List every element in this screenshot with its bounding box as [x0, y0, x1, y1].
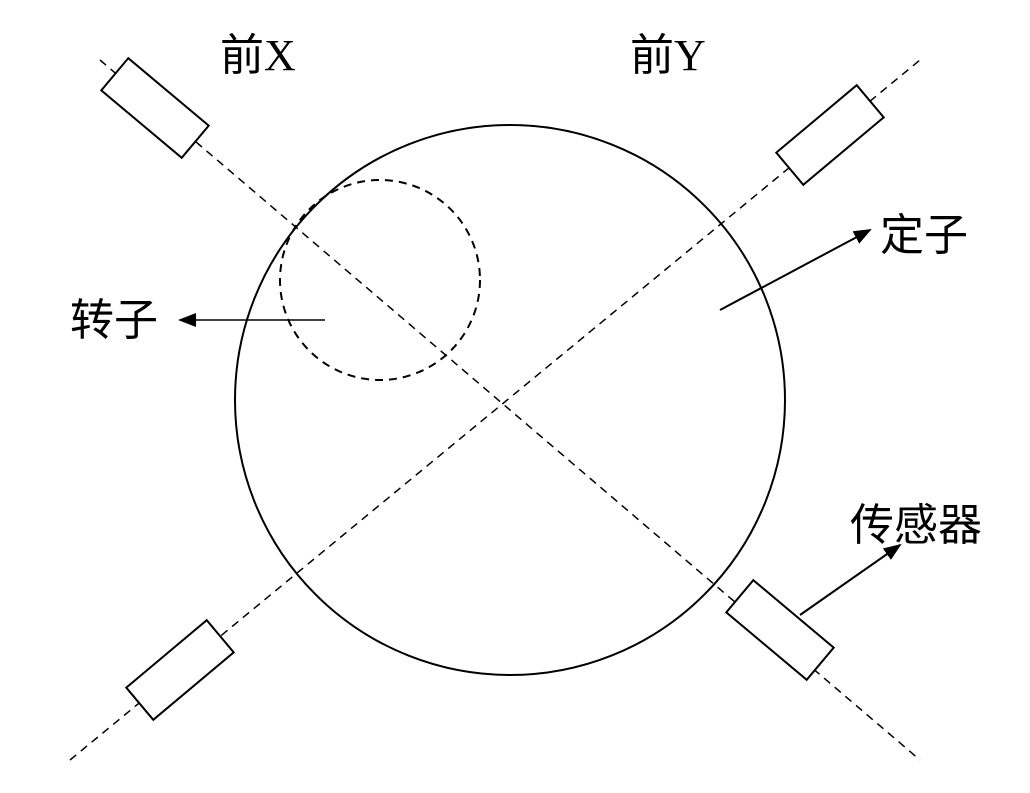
label-sensor: 传感器: [850, 501, 982, 550]
label-rotor: 转子: [70, 296, 158, 345]
sensor-top-left: [101, 58, 208, 158]
label-front-x: 前X: [220, 31, 296, 80]
stator-arrow: [720, 230, 870, 310]
sensor-bottom-right: [726, 580, 833, 680]
label-front-y: 前Y: [630, 31, 706, 80]
label-stator: 定子: [880, 211, 968, 260]
sensor-bottom-left: [126, 620, 233, 720]
stator-circle: [235, 125, 785, 675]
sensor-arrow: [800, 545, 900, 615]
sensor-top-right: [776, 85, 883, 185]
